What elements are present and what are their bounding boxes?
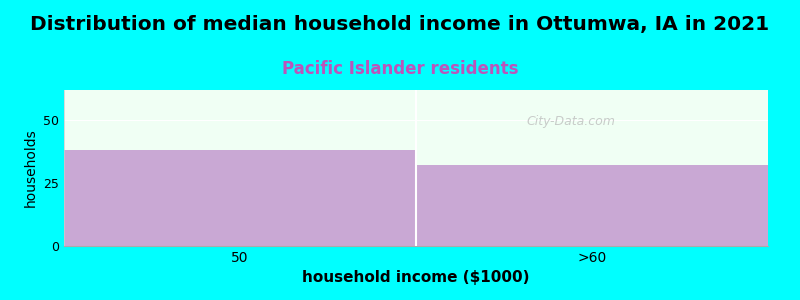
Bar: [64, 150, 416, 246]
Y-axis label: households: households: [23, 129, 38, 207]
X-axis label: household income ($1000): household income ($1000): [302, 270, 530, 285]
Text: City-Data.com: City-Data.com: [526, 115, 615, 128]
Bar: [416, 166, 768, 246]
Text: Distribution of median household income in Ottumwa, IA in 2021: Distribution of median household income …: [30, 15, 770, 34]
Text: Pacific Islander residents: Pacific Islander residents: [282, 60, 518, 78]
